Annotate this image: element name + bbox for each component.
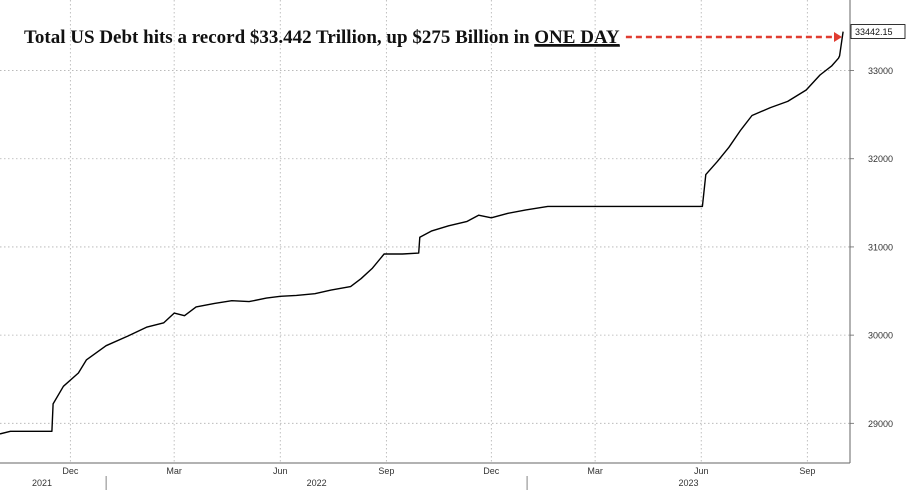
- chart-title: Total US Debt hits a record $33.442 Tril…: [24, 27, 620, 48]
- red-dashed-arrow: [625, 32, 842, 42]
- x-tick-label: Jun: [694, 466, 709, 476]
- y-tick-label: 30000: [868, 331, 893, 341]
- last-value-background: [850, 24, 906, 39]
- x-tick-label: Mar: [587, 466, 603, 476]
- year-label: 2023: [679, 478, 699, 488]
- x-tick-label: Jun: [273, 466, 288, 476]
- y-tick-label: 31000: [868, 242, 893, 252]
- last-value-label: 33442.15: [855, 27, 893, 37]
- x-tick-label: Sep: [378, 466, 394, 476]
- y-tick-label: 33000: [868, 66, 893, 76]
- arrow-head: [834, 32, 842, 42]
- year-label: 2021: [32, 478, 52, 488]
- x-tick-label: Dec: [62, 466, 79, 476]
- title-main: Total US Debt hits a record $33.442 Tril…: [24, 27, 530, 48]
- y-tick-label: 32000: [868, 154, 893, 164]
- x-tick-label: Dec: [483, 466, 500, 476]
- year-label: 2022: [307, 478, 327, 488]
- title-text: Total US Debt hits a record $33.442 Tril…: [24, 27, 620, 48]
- x-tick-label: Mar: [166, 466, 182, 476]
- grid-layer: [0, 0, 850, 463]
- y-tick-label: 29000: [868, 419, 893, 429]
- x-tick-label: Sep: [799, 466, 815, 476]
- series-line-total-debt: [0, 31, 844, 435]
- last-value-box: 33442.15: [850, 24, 906, 39]
- title-emphasis: ONE DAY: [534, 27, 620, 48]
